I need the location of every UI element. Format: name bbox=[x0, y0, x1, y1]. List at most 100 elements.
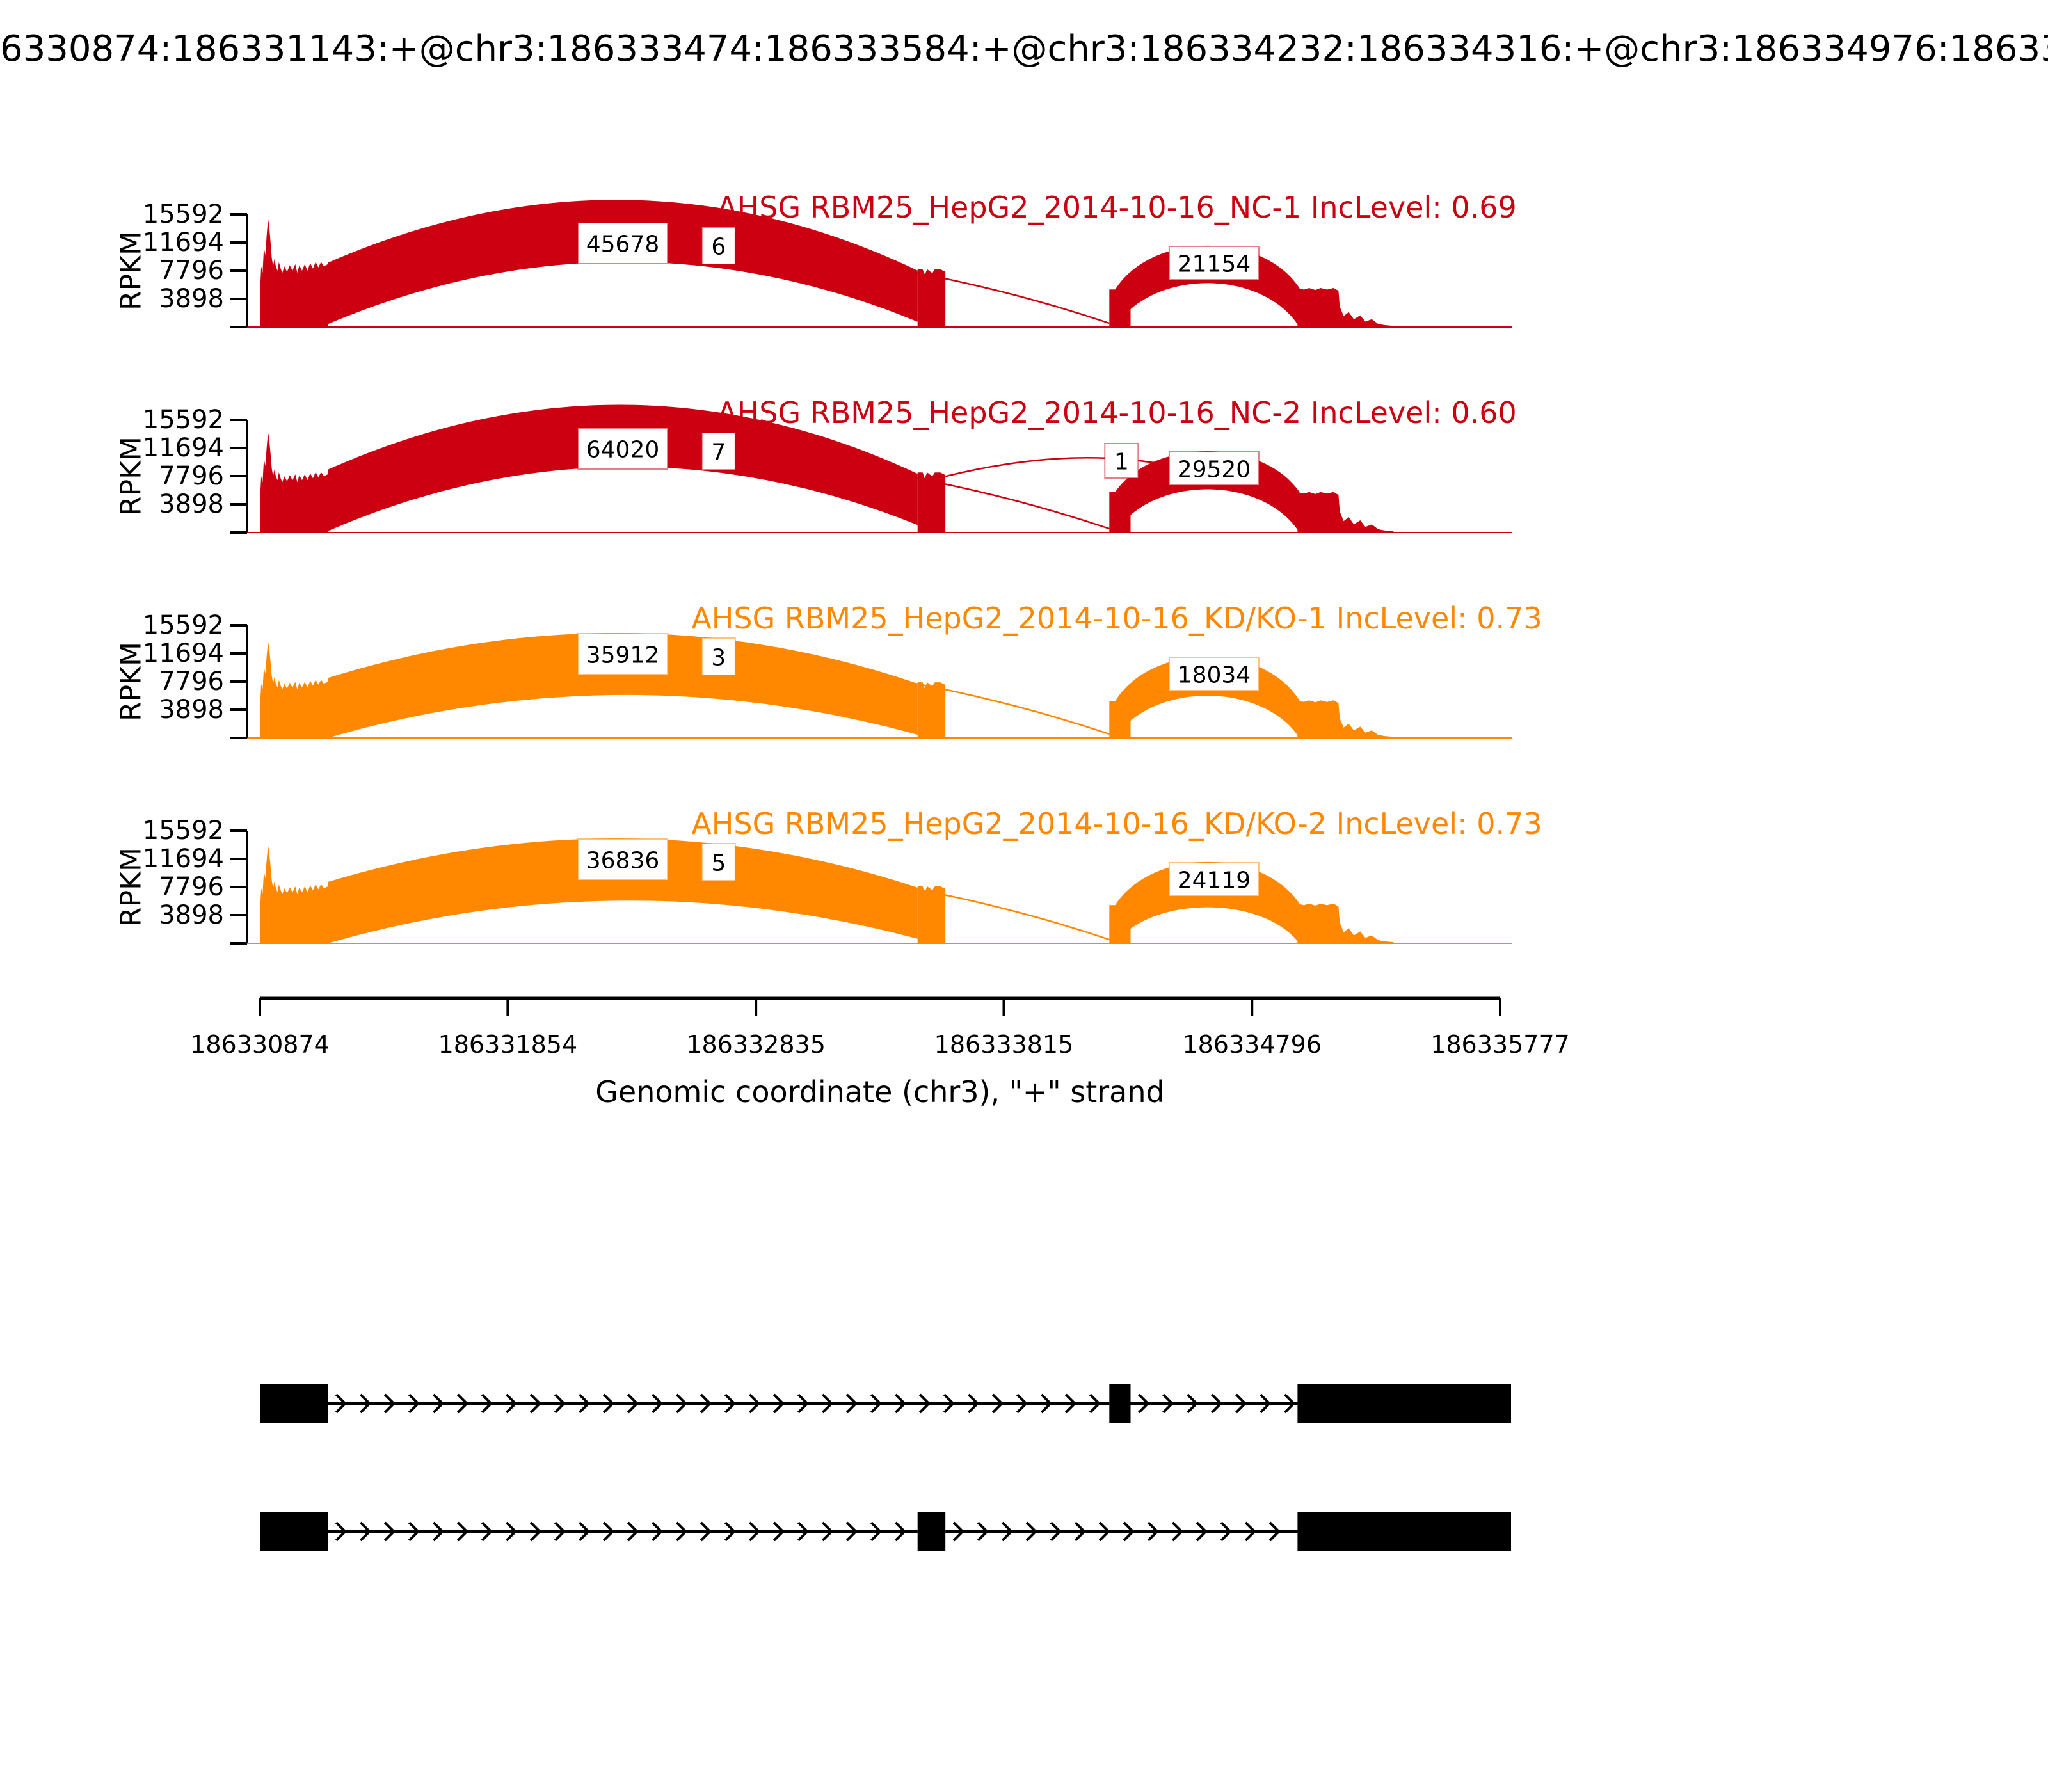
strand-arrow bbox=[870, 1521, 883, 1542]
strand-arrow bbox=[1098, 1521, 1111, 1542]
coverage-exon3 bbox=[1109, 905, 1131, 943]
junction-count-box bbox=[1168, 246, 1260, 280]
strand-arrow bbox=[1138, 1393, 1150, 1414]
strand-arrow bbox=[1016, 1393, 1028, 1414]
junction-count: 5 bbox=[711, 851, 726, 877]
coverage-exon1 bbox=[260, 432, 328, 532]
junction-count-box bbox=[577, 222, 669, 264]
junction-count: 1 bbox=[1114, 449, 1129, 476]
strand-arrow bbox=[554, 1521, 566, 1542]
junction-count: 6 bbox=[711, 234, 726, 260]
junction-count-box bbox=[577, 633, 669, 675]
strand-arrow bbox=[943, 1393, 956, 1414]
strand-arrow bbox=[481, 1393, 493, 1414]
y-axis-title: RPKM bbox=[115, 231, 148, 310]
strand-arrow bbox=[1040, 1393, 1053, 1414]
strand-arrow bbox=[894, 1521, 907, 1542]
y-tick-label: 3898 bbox=[159, 900, 224, 930]
isoform-2 bbox=[260, 1512, 1511, 1551]
strand-arrow bbox=[432, 1393, 445, 1414]
strand-arrow bbox=[627, 1521, 639, 1542]
strand-arrow bbox=[456, 1521, 469, 1542]
x-tick-label: 186331854 bbox=[438, 1030, 578, 1059]
junction-count-box bbox=[1104, 443, 1139, 479]
strand-arrow bbox=[748, 1393, 761, 1414]
track-title: AHSG RBM25_HepG2_2014-10-16_NC-2 IncLeve… bbox=[717, 396, 1517, 430]
coverage-exon4 bbox=[1297, 903, 1394, 943]
y-tick-label: 15592 bbox=[143, 200, 224, 229]
junction-count-box bbox=[1168, 862, 1260, 897]
strand-arrow bbox=[952, 1521, 965, 1542]
strand-arrow bbox=[578, 1521, 591, 1542]
strand-arrow bbox=[870, 1393, 883, 1414]
coverage-exon3 bbox=[1109, 289, 1131, 327]
gene-structure bbox=[260, 1384, 1511, 1551]
exon-box bbox=[260, 1512, 328, 1551]
y-tick-label: 11694 bbox=[143, 228, 224, 257]
strand-arrow bbox=[1089, 1393, 1101, 1414]
strand-arrow bbox=[1220, 1521, 1233, 1542]
plot-title: 6330874:186331143:+@chr3:186333474:18633… bbox=[0, 28, 2048, 70]
strand-arrow bbox=[481, 1521, 493, 1542]
junction-count: 36836 bbox=[586, 848, 660, 874]
y-tick-label: 3898 bbox=[159, 490, 224, 519]
strand-arrow bbox=[1235, 1393, 1247, 1414]
y-tick-label: 11694 bbox=[143, 844, 224, 874]
strand-arrow bbox=[578, 1393, 591, 1414]
strand-arrow bbox=[505, 1393, 518, 1414]
strand-arrow bbox=[675, 1393, 688, 1414]
strand-arrow bbox=[408, 1393, 420, 1414]
strand-arrow bbox=[1211, 1393, 1223, 1414]
strand-arrow bbox=[1001, 1521, 1014, 1542]
strand-arrow bbox=[359, 1521, 372, 1542]
x-tick-label: 186332835 bbox=[686, 1030, 826, 1059]
strand-arrow bbox=[748, 1521, 761, 1542]
coverage-exon4 bbox=[1297, 492, 1394, 532]
junction-count: 45678 bbox=[586, 232, 660, 258]
x-tick-label: 186334796 bbox=[1182, 1030, 1322, 1059]
coverage-exon4 bbox=[1297, 700, 1394, 738]
coverage-exon3 bbox=[1109, 492, 1131, 532]
junction-count: 24119 bbox=[1178, 868, 1251, 894]
y-tick-label: 11694 bbox=[143, 639, 224, 668]
junction-count-box bbox=[701, 432, 736, 470]
y-tick-label: 7796 bbox=[159, 872, 224, 902]
junction-band-1-2 bbox=[328, 404, 918, 531]
junction-band-1-2 bbox=[328, 838, 918, 943]
strand-arrow bbox=[1025, 1521, 1038, 1542]
exon-box bbox=[917, 1512, 946, 1551]
junction-band-1-2 bbox=[328, 200, 918, 324]
strand-arrow bbox=[505, 1521, 518, 1542]
strand-arrow bbox=[772, 1393, 785, 1414]
y-tick-label: 7796 bbox=[159, 256, 224, 285]
y-axis-title: RPKM bbox=[115, 642, 148, 721]
coverage-exon1 bbox=[260, 845, 328, 943]
strand-arrow bbox=[1147, 1521, 1160, 1542]
strand-arrow bbox=[383, 1393, 396, 1414]
junction-band-1-2 bbox=[328, 633, 918, 738]
coverage-exon2 bbox=[917, 472, 946, 532]
strand-arrow bbox=[529, 1393, 542, 1414]
junction-count: 3 bbox=[711, 645, 726, 671]
junction-count-box bbox=[1168, 657, 1260, 691]
y-tick-label: 15592 bbox=[143, 405, 224, 435]
strand-arrow bbox=[602, 1393, 615, 1414]
strand-arrow bbox=[1162, 1393, 1174, 1414]
strand-arrow bbox=[602, 1521, 615, 1542]
strand-arrow bbox=[724, 1521, 737, 1542]
exon-box bbox=[1297, 1384, 1511, 1423]
coverage-exon1 bbox=[260, 641, 328, 738]
strand-arrow bbox=[1196, 1521, 1208, 1542]
coverage-exon2 bbox=[917, 682, 946, 738]
junction-count: 21154 bbox=[1178, 252, 1251, 278]
junction-count-box bbox=[701, 843, 736, 881]
coverage-exon2 bbox=[917, 886, 946, 943]
x-tick-label: 186333815 bbox=[934, 1030, 1074, 1059]
junction-count-box bbox=[577, 428, 669, 470]
strand-arrow bbox=[456, 1393, 469, 1414]
track-title: AHSG RBM25_HepG2_2014-10-16_NC-1 IncLeve… bbox=[717, 190, 1517, 225]
